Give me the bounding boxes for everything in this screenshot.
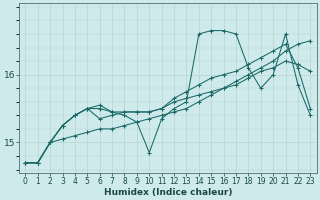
X-axis label: Humidex (Indice chaleur): Humidex (Indice chaleur): [104, 188, 232, 197]
